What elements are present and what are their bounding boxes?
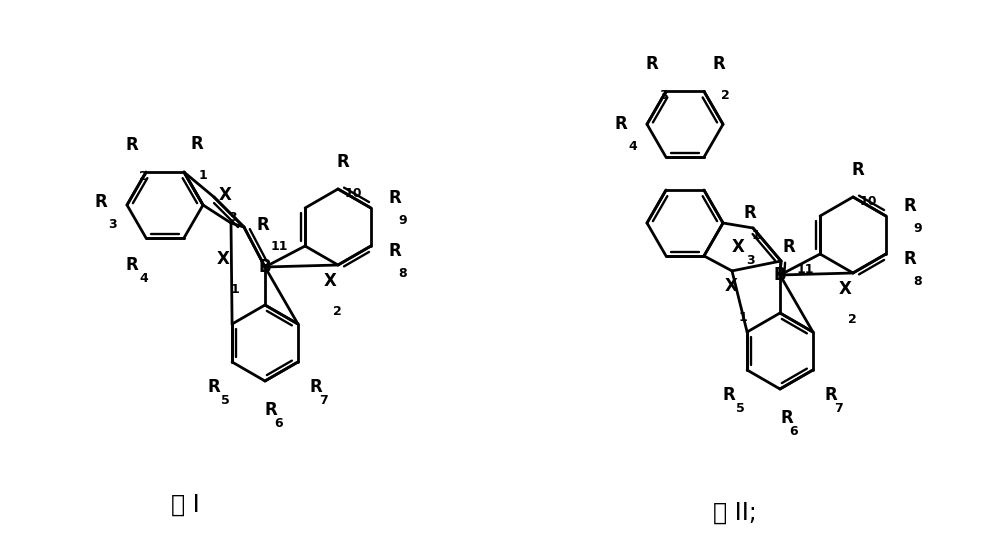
- Text: X: X: [725, 278, 738, 295]
- Text: R: R: [125, 256, 138, 274]
- Text: R: R: [851, 161, 864, 179]
- Text: 9: 9: [398, 213, 407, 226]
- Text: 式 I: 式 I: [171, 493, 199, 517]
- Text: R: R: [904, 250, 917, 268]
- Text: R: R: [94, 193, 107, 211]
- Text: R: R: [336, 153, 349, 171]
- Text: X: X: [732, 238, 745, 256]
- Text: 1: 1: [739, 311, 747, 324]
- Text: R: R: [310, 378, 323, 396]
- Text: X: X: [219, 186, 232, 204]
- Text: 式 II;: 式 II;: [713, 501, 757, 525]
- Text: 3: 3: [659, 89, 668, 102]
- Text: 2: 2: [139, 170, 148, 183]
- Text: R: R: [783, 238, 796, 257]
- Text: B: B: [774, 266, 786, 284]
- Text: R: R: [825, 386, 838, 404]
- Text: 7: 7: [319, 393, 328, 406]
- Text: 1: 1: [231, 283, 239, 296]
- Text: X: X: [324, 272, 337, 289]
- Text: 2: 2: [333, 305, 342, 318]
- Text: R: R: [614, 115, 627, 133]
- Text: 8: 8: [398, 267, 407, 280]
- Text: X: X: [839, 280, 852, 298]
- Text: R: R: [389, 189, 402, 207]
- Text: R: R: [257, 216, 270, 233]
- Text: R: R: [743, 204, 756, 222]
- Text: 3: 3: [746, 254, 755, 267]
- Text: R: R: [712, 56, 725, 73]
- Text: 3: 3: [228, 211, 237, 224]
- Text: R: R: [645, 56, 658, 73]
- Text: 4: 4: [628, 140, 637, 153]
- Text: 5: 5: [736, 402, 745, 414]
- Text: 11: 11: [797, 263, 814, 276]
- Text: 3: 3: [108, 218, 117, 231]
- Text: R: R: [780, 409, 793, 427]
- Text: 2: 2: [721, 89, 730, 102]
- Text: R: R: [207, 378, 220, 396]
- Text: R: R: [722, 386, 735, 404]
- Text: 10: 10: [345, 186, 362, 199]
- Text: 4: 4: [139, 272, 148, 285]
- Text: R: R: [125, 136, 138, 154]
- Text: 7: 7: [834, 402, 843, 414]
- Text: 9: 9: [913, 222, 922, 234]
- Text: R: R: [190, 135, 203, 153]
- Text: 1: 1: [199, 169, 208, 182]
- Text: R: R: [904, 197, 917, 215]
- Text: 6: 6: [789, 425, 798, 438]
- Text: 5: 5: [221, 393, 230, 406]
- Text: 1: 1: [752, 229, 761, 241]
- Text: 6: 6: [274, 417, 283, 430]
- Text: R: R: [265, 401, 278, 419]
- Text: B: B: [259, 258, 271, 276]
- Text: 10: 10: [860, 195, 878, 208]
- Text: 8: 8: [913, 274, 922, 288]
- Text: X: X: [217, 250, 230, 267]
- Text: 2: 2: [848, 313, 857, 326]
- Text: 11: 11: [271, 240, 288, 253]
- Text: R: R: [389, 242, 402, 260]
